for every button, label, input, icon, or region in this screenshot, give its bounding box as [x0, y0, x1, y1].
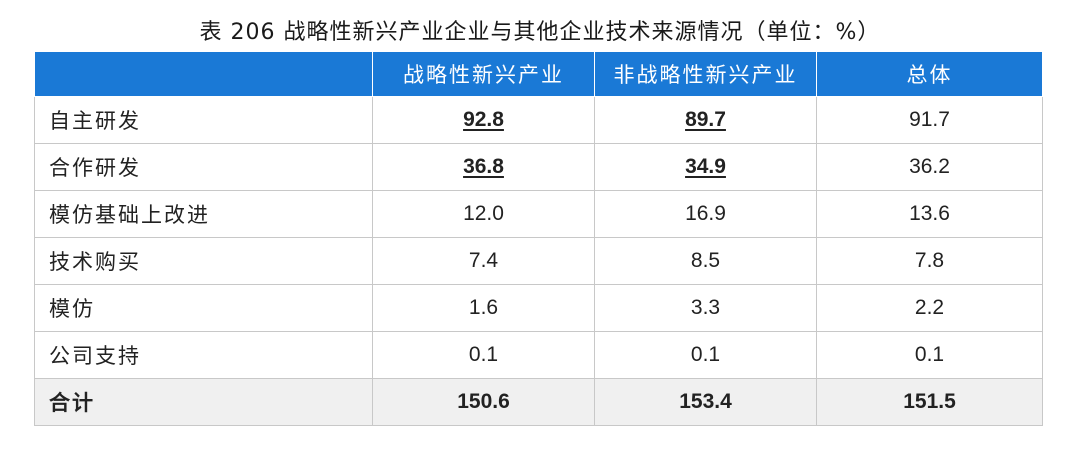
table-row: 模仿基础上改进 12.0 16.9 13.6: [34, 190, 1043, 238]
cell-value: 36.8: [372, 143, 595, 191]
cell-value: 12.0: [372, 190, 595, 238]
table-title: 表 206 战略性新兴产业企业与其他企业技术来源情况（单位：%）: [199, 20, 881, 45]
cell-value: 0.1: [816, 331, 1043, 379]
table-row: 自主研发 92.8 89.7 91.7: [34, 96, 1043, 144]
table-row: 公司支持 0.1 0.1 0.1: [34, 331, 1043, 379]
cell-value: 1.6: [372, 284, 595, 332]
cell-value: 91.7: [816, 96, 1043, 144]
row-label: 模仿基础上改进: [34, 190, 373, 238]
cell-value: 36.2: [816, 143, 1043, 191]
table-row: 技术购买 7.4 8.5 7.8: [34, 237, 1043, 285]
cell-value: 7.4: [372, 237, 595, 285]
cell-value: 89.7: [594, 96, 817, 144]
cell-value: 8.5: [594, 237, 817, 285]
row-label: 自主研发: [34, 96, 373, 144]
total-value: 153.4: [594, 378, 817, 426]
cell-value: 3.3: [594, 284, 817, 332]
header-strategic: 战略性新兴产业: [372, 51, 595, 97]
row-label: 模仿: [34, 284, 373, 332]
cell-value: 0.1: [372, 331, 595, 379]
cell-value: 7.8: [816, 237, 1043, 285]
total-value: 150.6: [372, 378, 595, 426]
row-label: 合作研发: [34, 143, 373, 191]
header-non-strategic: 非战略性新兴产业: [594, 51, 817, 97]
total-label: 合计: [34, 378, 373, 426]
cell-value: 0.1: [594, 331, 817, 379]
total-row: 合计 150.6 153.4 151.5: [34, 378, 1043, 426]
total-value: 151.5: [816, 378, 1043, 426]
cell-value: 2.2: [816, 284, 1043, 332]
cell-value: 13.6: [816, 190, 1043, 238]
cell-value: 16.9: [594, 190, 817, 238]
tech-source-table: 战略性新兴产业 非战略性新兴产业 总体 自主研发 92.8 89.7 91.7 …: [34, 51, 1043, 426]
header-overall: 总体: [816, 51, 1043, 97]
header-cell-empty: [34, 51, 373, 97]
row-label: 公司支持: [34, 331, 373, 379]
table-row: 合作研发 36.8 34.9 36.2: [34, 143, 1043, 191]
cell-value: 92.8: [372, 96, 595, 144]
header-row: 战略性新兴产业 非战略性新兴产业 总体: [34, 51, 1043, 97]
table-row: 模仿 1.6 3.3 2.2: [34, 284, 1043, 332]
row-label: 技术购买: [34, 237, 373, 285]
cell-value: 34.9: [594, 143, 817, 191]
